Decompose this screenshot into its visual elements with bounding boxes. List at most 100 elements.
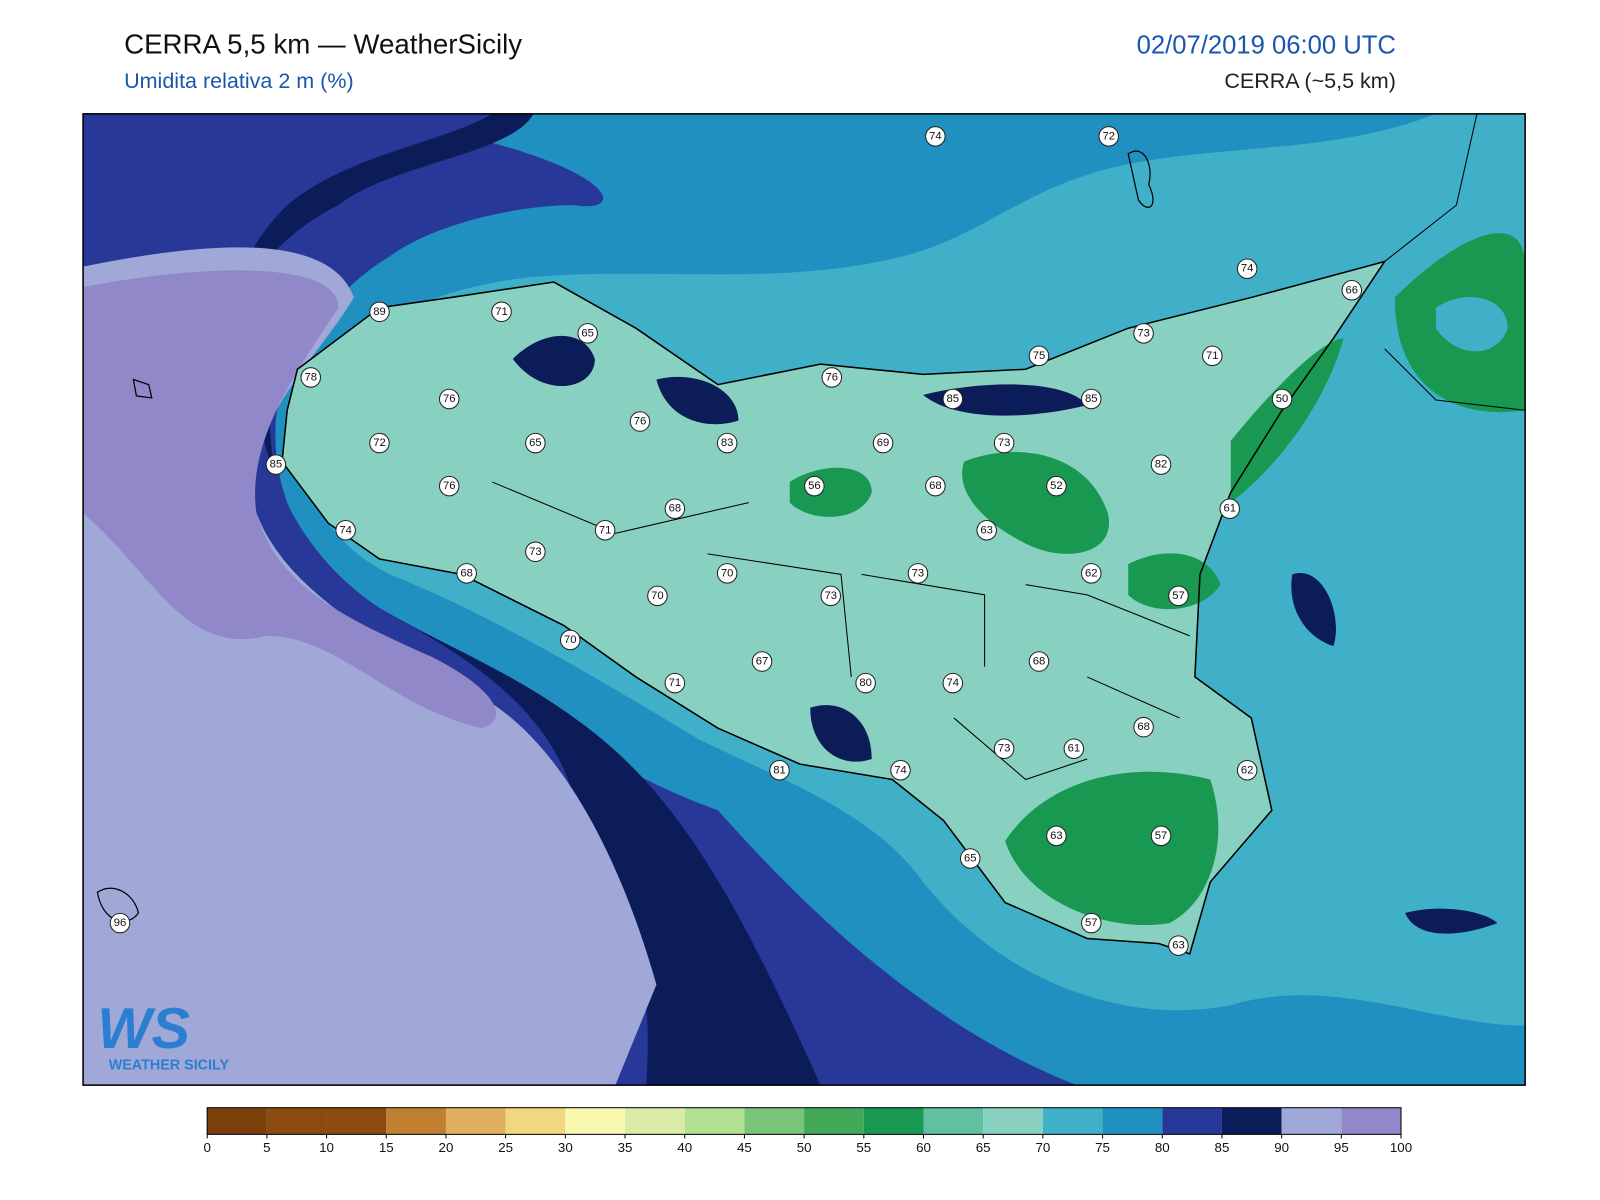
- colorbar-tick-label: 5: [263, 1140, 270, 1155]
- station-value: 74: [894, 764, 907, 776]
- station-marker: [438, 388, 460, 410]
- station: 74: [942, 672, 964, 694]
- colorbar-segment: [1341, 1107, 1402, 1135]
- map: [83, 113, 1526, 1086]
- station-marker: [1081, 563, 1102, 584]
- station-value: 71: [599, 524, 612, 536]
- colorbar-tick-label: 65: [976, 1140, 991, 1155]
- station-marker: [1046, 475, 1067, 497]
- station-value: 73: [998, 437, 1011, 449]
- station-value: 74: [1241, 263, 1254, 275]
- station-value: 75: [1033, 350, 1046, 362]
- station: 73: [993, 432, 1015, 454]
- station: 74: [925, 126, 946, 147]
- station-value: 50: [1276, 393, 1289, 405]
- station: 63: [1168, 935, 1189, 956]
- station: 82: [1150, 454, 1172, 475]
- station-value: 61: [1223, 503, 1236, 515]
- colorbar-tick-label: 40: [677, 1140, 692, 1155]
- station-marker: [1098, 126, 1119, 147]
- station-value: 68: [669, 503, 682, 515]
- station-marker: [942, 672, 964, 694]
- station-value: 76: [826, 371, 839, 383]
- station: 96: [109, 912, 131, 934]
- colorbar-segment: [1042, 1107, 1103, 1135]
- station-value: 78: [305, 371, 318, 383]
- station-value: 56: [808, 480, 821, 492]
- map-frame: [82, 113, 1526, 1086]
- station: 76: [629, 411, 651, 432]
- colorbar-segment: [445, 1107, 506, 1135]
- colorbar-segment: [266, 1107, 327, 1135]
- station-value: 85: [1085, 393, 1098, 405]
- station-value: 71: [669, 677, 682, 689]
- colorbar-tick-label: 100: [1390, 1140, 1412, 1155]
- colorbar-segment: [625, 1107, 685, 1135]
- station: 69: [872, 432, 894, 454]
- station: 85: [265, 454, 287, 475]
- station-marker: [577, 323, 598, 344]
- station-marker: [1028, 345, 1050, 367]
- station: 61: [1063, 738, 1085, 759]
- station: 71: [1202, 345, 1223, 367]
- station-marker: [1133, 323, 1154, 344]
- colorbar-segment: [744, 1107, 805, 1135]
- station-marker: [629, 411, 651, 432]
- station: 65: [959, 848, 981, 869]
- station: 57: [1150, 825, 1172, 847]
- logo-mark: WS: [97, 997, 190, 1061]
- colorbar-segment: [565, 1107, 626, 1135]
- station-marker: [1150, 825, 1172, 847]
- logo: WS WEATHER SICILY: [97, 997, 229, 1074]
- station-value: 65: [581, 327, 594, 339]
- station-value: 68: [929, 480, 942, 492]
- colorbar-tick-label: 20: [439, 1140, 454, 1155]
- station: 71: [594, 519, 616, 541]
- station: 70: [716, 563, 738, 584]
- station: 66: [1341, 279, 1363, 301]
- colorbar-tick-label: 25: [498, 1140, 513, 1155]
- station-marker: [300, 367, 322, 388]
- colorbar-segment: [386, 1107, 446, 1135]
- station: 56: [804, 475, 825, 497]
- station: 76: [821, 367, 843, 388]
- station-value: 82: [1155, 459, 1168, 471]
- station: 89: [369, 301, 390, 323]
- station-marker: [647, 585, 668, 607]
- station: 76: [438, 388, 460, 410]
- colorbar-tick-label: 55: [856, 1140, 871, 1155]
- station-marker: [1046, 825, 1067, 847]
- station: 62: [1081, 563, 1102, 584]
- station-value: 80: [859, 677, 872, 689]
- station-marker: [1150, 454, 1172, 475]
- station-marker: [456, 563, 477, 584]
- station-value: 57: [1172, 590, 1185, 602]
- colorbar-segment: [923, 1107, 984, 1135]
- station: 57: [1081, 912, 1102, 934]
- station-value: 70: [564, 634, 577, 646]
- station-marker: [594, 519, 616, 541]
- station-value: 83: [721, 437, 734, 449]
- station-value: 61: [1068, 743, 1081, 755]
- station: 70: [647, 585, 668, 607]
- colorbar-segment: [326, 1107, 387, 1135]
- station-marker: [265, 454, 287, 475]
- station: 62: [1236, 759, 1258, 781]
- station-marker: [716, 563, 738, 584]
- station-value: 63: [1050, 830, 1063, 842]
- station-value: 73: [529, 546, 542, 558]
- station: 73: [993, 738, 1015, 759]
- station-marker: [109, 912, 131, 934]
- station-marker: [1081, 912, 1102, 934]
- station: 85: [1081, 388, 1102, 410]
- colorbar-tick-label: 80: [1155, 1140, 1170, 1155]
- station: 63: [1046, 825, 1067, 847]
- station-marker: [1271, 388, 1293, 410]
- station-value: 65: [964, 852, 977, 864]
- station-marker: [976, 519, 997, 541]
- station-marker: [1236, 759, 1258, 781]
- station-marker: [820, 585, 842, 607]
- station-value: 68: [460, 567, 473, 579]
- station: 83: [716, 432, 738, 454]
